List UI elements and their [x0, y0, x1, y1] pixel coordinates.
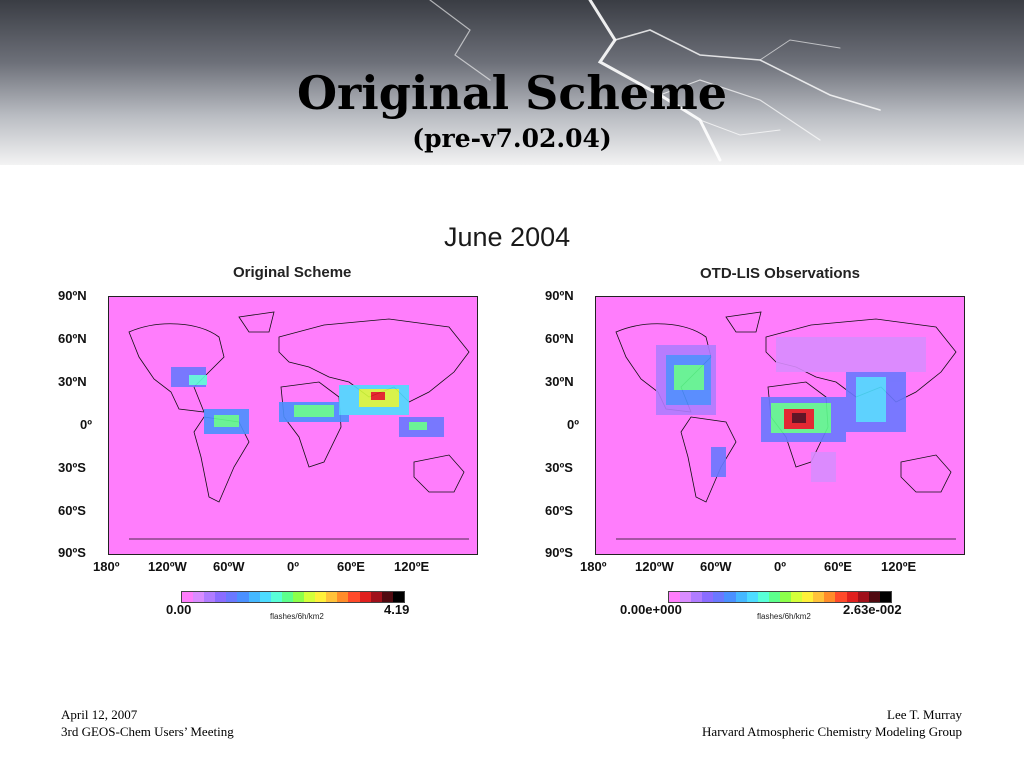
right-lon-label: 120ºW [635, 559, 674, 574]
left-map-plot [128, 311, 470, 540]
left-lat-label: 90ºN [58, 288, 87, 303]
colorbar-swatch [292, 592, 305, 602]
left-lon-label: 120ºE [394, 559, 430, 574]
colorbar-swatch [259, 592, 271, 602]
right-colorbar-min: 0.00e+000 [620, 602, 682, 617]
colorbar-swatch [669, 592, 681, 602]
left-map-title: Original Scheme [233, 264, 352, 281]
left-colorbar-units: flashes/6h/km2 [270, 612, 324, 621]
right-lat-label: 90ºS [545, 545, 573, 560]
colorbar-swatch [757, 592, 769, 602]
left-lat-label: 90ºS [58, 545, 86, 560]
colorbar-swatch [281, 592, 293, 602]
colorbar-swatch [724, 592, 736, 602]
footer-date: April 12, 2007 [61, 707, 138, 722]
right-lon-label: 180º [580, 559, 607, 574]
colorbar-swatch [226, 592, 238, 602]
colorbar-swatch [779, 592, 792, 602]
colorbar-swatch [835, 592, 847, 602]
right-colorbar [668, 591, 892, 603]
colorbar-swatch [359, 592, 371, 602]
colorbar-swatch [381, 592, 393, 602]
left-lat-label: 60ºN [58, 331, 87, 346]
left-map [108, 296, 478, 555]
colorbar-swatch [193, 592, 205, 602]
right-colorbar-max: 2.63e-002 [843, 602, 902, 617]
left-colorbar [181, 591, 405, 603]
colorbar-swatch [824, 592, 836, 602]
right-lat-label: 30ºN [545, 374, 574, 389]
left-lat-label: 30ºN [58, 374, 87, 389]
slide-title: Original Scheme [296, 66, 728, 120]
colorbar-swatch [315, 592, 327, 602]
colorbar-swatch [370, 592, 382, 602]
right-map-title: OTD-LIS Observations [700, 265, 861, 282]
colorbar-swatch [702, 592, 714, 602]
colorbar-swatch [802, 592, 814, 602]
colorbar-swatch [392, 592, 404, 602]
left-lon-label: 120ºW [148, 559, 187, 574]
right-lon-label: 120ºE [881, 559, 917, 574]
colorbar-swatch [813, 592, 825, 602]
figure-title: June 2004 [444, 222, 571, 252]
left-colorbar-min: 0.00 [166, 602, 192, 617]
colorbar-swatch [746, 592, 758, 602]
colorbar-swatch [270, 592, 282, 602]
left-lon-label: 60ºE [337, 559, 365, 574]
slide-subtitle: (pre-v7.02.04) [412, 124, 612, 153]
footer-right: Lee T. Murray Harvard Atmospheric Chemis… [702, 706, 962, 740]
colorbar-swatch [857, 592, 869, 602]
colorbar-swatch [237, 592, 249, 602]
colorbar-swatch [868, 592, 880, 602]
left-lat-label: 30ºS [58, 460, 86, 475]
left-lon-label: 180º [93, 559, 120, 574]
colorbar-swatch [215, 592, 227, 602]
footer-left: April 12, 2007 3rd GEOS-Chem Users’ Meet… [61, 706, 234, 740]
left-colorbar-max: 4.19 [384, 602, 410, 617]
left-lat-label: 0º [80, 417, 92, 432]
colorbar-swatch [846, 592, 858, 602]
left-lat-label: 60ºS [58, 503, 86, 518]
right-map-plot [615, 311, 957, 540]
left-lon-label: 0º [287, 559, 299, 574]
footer-group: Harvard Atmospheric Chemistry Modeling G… [702, 724, 962, 739]
right-lon-label: 0º [774, 559, 786, 574]
header-banner [0, 0, 1024, 165]
colorbar-swatch [248, 592, 260, 602]
colorbar-swatch [768, 592, 780, 602]
colorbar-swatch [204, 592, 216, 602]
colorbar-swatch [348, 592, 360, 602]
colorbar-swatch [879, 592, 891, 602]
colorbar-swatch [691, 592, 703, 602]
right-colorbar-units: flashes/6h/km2 [757, 612, 811, 621]
colorbar-swatch [680, 592, 692, 602]
left-lon-label: 60ºW [213, 559, 245, 574]
right-lat-label: 60ºS [545, 503, 573, 518]
footer-meeting: 3rd GEOS-Chem Users’ Meeting [61, 724, 234, 739]
right-lon-label: 60ºW [700, 559, 732, 574]
colorbar-swatch [326, 592, 338, 602]
colorbar-swatch [713, 592, 725, 602]
right-lat-label: 90ºN [545, 288, 574, 303]
colorbar-swatch [735, 592, 747, 602]
colorbar-swatch [337, 592, 349, 602]
right-lat-label: 60ºN [545, 331, 574, 346]
colorbar-swatch [182, 592, 194, 602]
right-lon-label: 60ºE [824, 559, 852, 574]
footer-author: Lee T. Murray [887, 707, 962, 722]
right-lat-label: 30ºS [545, 460, 573, 475]
right-lat-label: 0º [567, 417, 579, 432]
colorbar-swatch [304, 592, 316, 602]
lightning-graphic [429, 0, 881, 162]
colorbar-swatch [791, 592, 803, 602]
right-map [595, 296, 965, 555]
